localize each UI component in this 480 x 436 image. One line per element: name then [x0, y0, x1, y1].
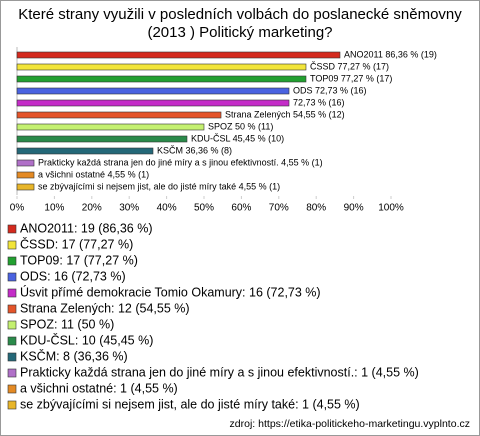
bar-label: se zbývajícími si nejsem jist, ale do ji… — [38, 181, 280, 191]
legend-label: Strana Zelených: 12 (54,55 %) — [20, 301, 190, 315]
bar-label: Prakticky každá strana jen do jiné míry … — [38, 157, 323, 167]
legend-swatch — [7, 256, 17, 266]
bar — [16, 171, 35, 179]
x-tick-label: 80% — [306, 203, 326, 214]
bar-label: a všichni ostatné 4,55 % (1) — [38, 169, 149, 179]
bar — [16, 183, 35, 191]
bar-label: Strana Zelených 54,55 % (12) — [225, 109, 345, 119]
legend-label: ČSSD: 17 (77,27 %) — [20, 236, 133, 251]
legend-swatch — [7, 400, 17, 410]
x-tick-label: 30% — [119, 203, 139, 214]
bar — [16, 123, 205, 131]
bar-label: KSČM 36,36 % (8) — [157, 145, 232, 155]
legend-label: Úsvit přímé demokracie Tomio Okamury: 16… — [20, 284, 321, 299]
legend-label: se zbývajícími si nejsem jist, ale do ji… — [20, 397, 360, 411]
legend-swatch — [7, 272, 17, 282]
bar — [16, 87, 290, 95]
legend-label: ANO2011: 19 (86,36 %) — [20, 221, 152, 235]
x-tick-label: 50% — [194, 203, 214, 214]
legend-swatch — [7, 336, 17, 346]
bar-label: 72,73 % (16) — [293, 97, 345, 107]
legend-swatch — [7, 288, 17, 298]
bar — [16, 147, 154, 155]
bar — [16, 159, 35, 167]
legend-label: ODS: 16 (72,73 %) — [20, 269, 126, 283]
bar — [16, 99, 290, 107]
legend-label: Prakticky každá strana jen do jiné míry … — [20, 365, 419, 379]
bar — [16, 75, 307, 83]
legend-swatch — [7, 240, 17, 250]
legend-label: a všichni ostatné: 1 (4,55 %) — [20, 381, 178, 395]
bar-label: KDU-ČSL 45,45 % (10) — [191, 133, 284, 143]
bar — [16, 63, 307, 71]
x-tick-label: 10% — [44, 203, 64, 214]
chart-title: Které strany využili v posledních volbác… — [18, 6, 462, 23]
legend-label: SPOZ: 11 (50 %) — [20, 317, 114, 331]
source: zdroj: https://etika-politickeho-marketi… — [230, 418, 470, 430]
legend-swatch — [7, 352, 17, 362]
legend-swatch — [7, 368, 17, 378]
bar-label: ANO2011 86,36 % (19) — [344, 49, 437, 59]
bar — [16, 135, 188, 143]
legend-swatch — [7, 384, 17, 394]
bar — [16, 111, 222, 119]
legend-swatch — [7, 304, 17, 314]
bar-label: ČSSD 77,27 % (17) — [310, 61, 389, 71]
legend-label: TOP09: 17 (77,27 %) — [20, 253, 138, 267]
x-tick-label: 20% — [82, 203, 102, 214]
x-tick-label: 60% — [231, 203, 251, 214]
legend-swatch — [7, 224, 17, 234]
legend-label: KDU-ČSL: 10 (45,45 %) — [20, 332, 153, 347]
x-tick-label: 0% — [10, 203, 25, 214]
bar-label: ODS 72,73 % (16) — [293, 85, 367, 95]
x-tick-label: 70% — [269, 203, 289, 214]
x-tick-label: 40% — [157, 203, 177, 214]
x-tick-label: 90% — [344, 203, 364, 214]
chart-title: (2013 ) Politický marketing? — [147, 24, 332, 41]
bar-label: SPOZ 50 % (11) — [208, 121, 273, 131]
x-tick-label: 100% — [378, 203, 404, 214]
bar-label: TOP09 77,27 % (17) — [310, 73, 392, 83]
legend-label: KSČM: 8 (36,36 %) — [20, 348, 128, 363]
bar — [16, 51, 341, 59]
legend-swatch — [7, 320, 17, 330]
